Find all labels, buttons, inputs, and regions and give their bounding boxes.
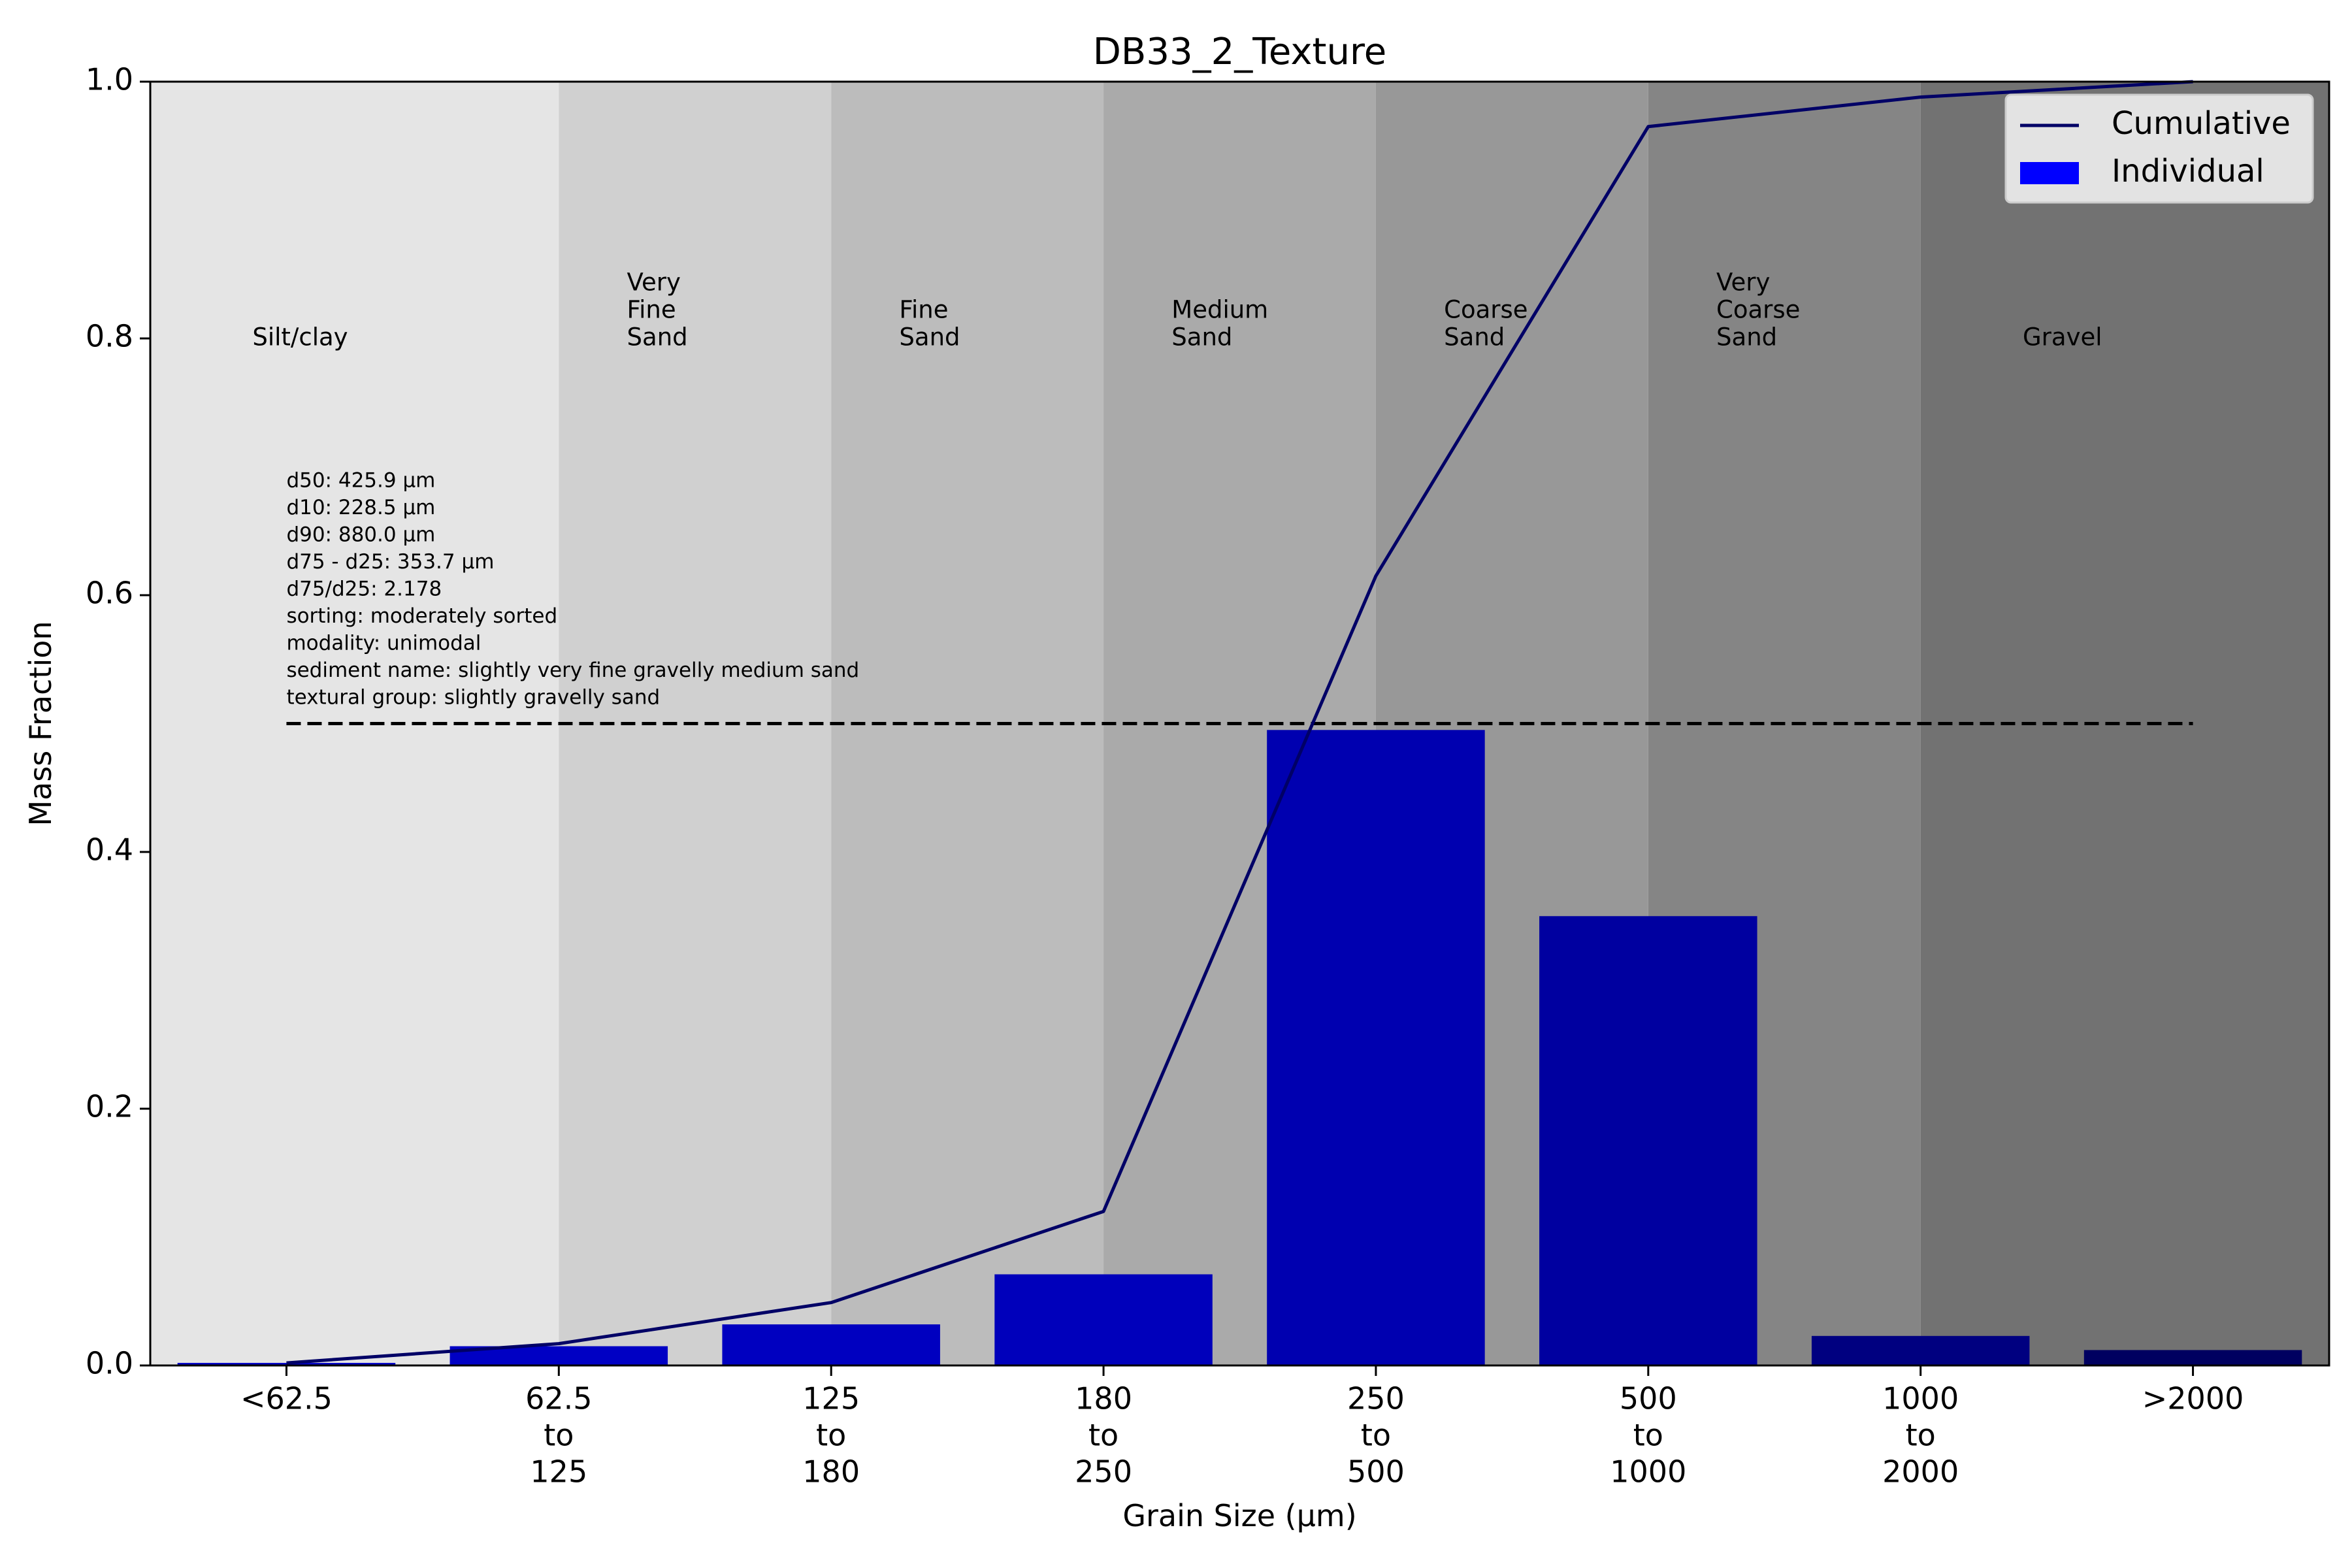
zone-label-3-0: Medium: [1171, 296, 1268, 324]
bar-7: [2083, 1350, 2302, 1365]
zone-label-6-0: Gravel: [2023, 323, 2102, 351]
x-tick-label-5-2: 1000: [1610, 1454, 1686, 1490]
x-tick-label-5-1: to: [1633, 1418, 1663, 1453]
x-tick-label-6-1: to: [1906, 1418, 1936, 1453]
y-tick-label-2: 0.4: [86, 832, 133, 868]
legend-swatch-1: [2020, 162, 2079, 184]
legend-box: [2004, 93, 2314, 204]
y-axis: 0.0 0.2 0.4 0.6 0.8 1.0: [86, 62, 150, 1381]
stats-line-3: d75 - d25: 353.7 μm: [286, 550, 494, 574]
stats-line-5: sorting: moderately sorted: [286, 604, 557, 628]
plot-frame: [149, 80, 2330, 1367]
y-tick-label-4: 0.8: [86, 319, 133, 354]
stats-line-6: modality: unimodal: [286, 632, 481, 655]
y-tick-label-1: 0.2: [86, 1089, 133, 1124]
y-axis-title: Mass Fraction: [23, 621, 58, 826]
zone-label-2-1: Sand: [899, 323, 960, 351]
zone-label-4-1: Sand: [1444, 323, 1505, 351]
stats-line-4: d75/d25: 2.178: [286, 578, 442, 601]
zone-label-1-1: Fine: [627, 296, 676, 324]
zone-label-5-0: Very: [1716, 269, 1770, 297]
x-tick-label-2-1: to: [816, 1418, 846, 1453]
stats-line-7: sediment name: slightly very fine gravel…: [286, 659, 859, 682]
y-tick-label-5: 1.0: [86, 62, 133, 97]
zone-label-1-2: Sand: [627, 323, 688, 351]
x-tick-label-4-0: 250: [1347, 1381, 1405, 1416]
legend-label-1: Individual: [2112, 153, 2264, 189]
y-tick-label-0: 0.0: [86, 1346, 133, 1381]
bar-3: [994, 1274, 1213, 1365]
x-tick-label-3-2: 250: [1075, 1454, 1132, 1490]
bar-0: [177, 1363, 396, 1365]
bar-2: [722, 1324, 940, 1365]
zone-label-1-0: Very: [627, 269, 681, 297]
stats-line-2: d90: 880.0 μm: [286, 523, 435, 547]
cumulative-line: [286, 80, 2193, 1365]
x-tick-label-0-0: <62.5: [240, 1381, 333, 1416]
bar-5: [1539, 916, 1757, 1365]
x-tick-label-1-0: 62.5: [525, 1381, 592, 1416]
zone-label-4-0: Coarse: [1444, 296, 1527, 324]
legend: Cumulative Individual: [2004, 93, 2314, 204]
legend-label-0: Cumulative: [2112, 105, 2291, 142]
zone-label-2-0: Fine: [899, 296, 948, 324]
x-tick-label-1-1: to: [544, 1418, 574, 1453]
x-tick-label-2-2: 180: [802, 1454, 860, 1490]
cumulative-series: [286, 80, 2193, 1365]
zone-labels: Silt/clayVeryFineSandFineSandMediumSandC…: [252, 269, 2102, 351]
stats-line-8: textural group: slightly gravelly sand: [286, 686, 660, 710]
x-tick-label-7-0: >2000: [2142, 1381, 2244, 1416]
zone-label-5-1: Coarse: [1716, 296, 1800, 324]
y-tick-label-3: 0.6: [86, 576, 133, 611]
x-tick-label-6-2: 2000: [1882, 1454, 1959, 1490]
zone-label-3-1: Sand: [1171, 323, 1232, 351]
x-tick-label-3-1: to: [1088, 1418, 1119, 1453]
x-tick-label-2-0: 125: [802, 1381, 860, 1416]
x-tick-label-3-0: 180: [1075, 1381, 1132, 1416]
stats-line-1: d10: 228.5 μm: [286, 496, 435, 519]
x-tick-label-6-0: 1000: [1882, 1381, 1959, 1416]
chart-title: DB33_2_Texture: [1093, 31, 1386, 73]
x-tick-label-1-2: 125: [530, 1454, 587, 1490]
x-axis-title: Grain Size (μm): [1122, 1498, 1356, 1533]
zone-label-5-2: Sand: [1716, 323, 1777, 351]
bar-6: [1811, 1335, 2030, 1365]
x-tick-label-4-1: to: [1361, 1418, 1391, 1453]
zone-label-0-0: Silt/clay: [252, 323, 348, 351]
x-tick-label-4-2: 500: [1347, 1454, 1405, 1490]
statistics-annotation: d50: 425.9 μm d10: 228.5 μm d90: 880.0 μm d…: [286, 469, 859, 710]
individual-bars: [177, 730, 2302, 1365]
x-axis: <62.5 62.5to125125to180180to250250to50050…: [240, 1365, 2244, 1490]
x-tick-label-5-0: 500: [1620, 1381, 1677, 1416]
stats-line-0: d50: 425.9 μm: [286, 469, 435, 493]
bar-4: [1267, 730, 1485, 1365]
